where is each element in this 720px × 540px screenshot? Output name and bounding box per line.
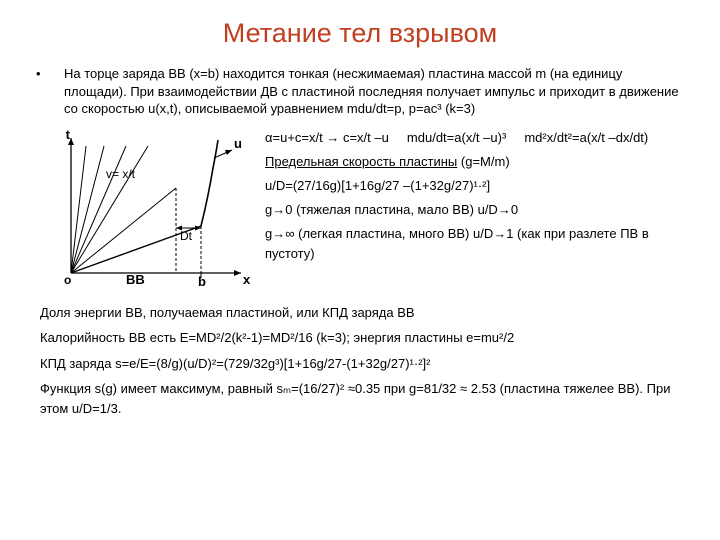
para-efficiency: КПД заряда s=e/E=(8/g)(u/D)²=(729/32g³)[… xyxy=(40,354,684,374)
para-energy-share: Доля энергии ВВ, получаемая пластиной, и… xyxy=(40,303,684,323)
svg-text:u: u xyxy=(234,136,242,151)
para-function: Функция s(g) имеет максимум, равный sₘ=(… xyxy=(40,379,684,418)
limit-speed: Предельная скорость пластины (g=M/m) xyxy=(265,152,684,172)
diagram: t u x o v= x/t Dt BB b xyxy=(46,128,251,293)
svg-text:o: o xyxy=(64,273,71,287)
bullet-text: На торце заряда ВВ (x=b) находится тонка… xyxy=(64,65,684,118)
bottom-block: Доля энергии ВВ, получаемая пластиной, и… xyxy=(40,303,684,419)
svg-text:BB: BB xyxy=(126,272,145,287)
case-heavy: g→0 (тяжелая пластина, мало ВВ) u/D→0 xyxy=(265,200,684,220)
svg-text:x: x xyxy=(243,272,251,287)
content-row: t u x o v= x/t Dt BB b α=u+c=x/t → c=x/t… xyxy=(36,128,684,293)
svg-text:b: b xyxy=(198,274,206,289)
svg-text:t: t xyxy=(66,128,71,142)
eq-line-1: α=u+c=x/t → c=x/t –u mdu/dt=a(x/t –u)³ m… xyxy=(265,128,684,148)
svg-text:Dt: Dt xyxy=(180,229,193,243)
slide-title: Метание тел взрывом xyxy=(36,18,684,49)
para-caloric: Калорийность ВВ есть E=MD²/2(k²-1)=MD²/1… xyxy=(40,328,684,348)
eq-uD: u/D=(27/16g)[1+16g/27 –(1+32g/27)¹·²] xyxy=(265,176,684,196)
equations-column: α=u+c=x/t → c=x/t –u mdu/dt=a(x/t –u)³ m… xyxy=(265,128,684,269)
svg-text:v= x/t: v= x/t xyxy=(106,167,136,181)
bullet-marker: • xyxy=(36,65,64,83)
case-light: g→∞ (легкая пластина, много ВВ) u/D→1 (к… xyxy=(265,224,684,264)
main-bullet: • На торце заряда ВВ (x=b) находится тон… xyxy=(36,65,684,118)
